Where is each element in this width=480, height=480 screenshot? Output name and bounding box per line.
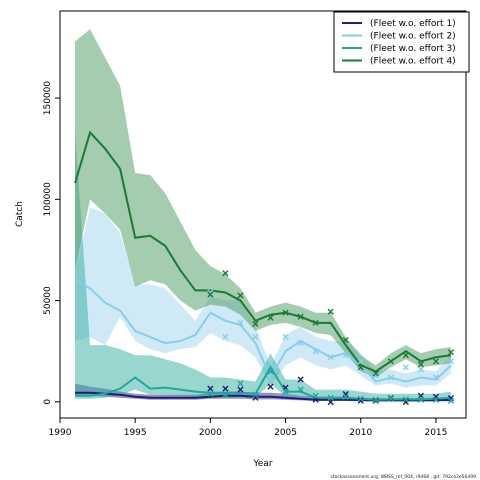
observed-point <box>207 385 214 392</box>
observed-point <box>312 319 319 326</box>
observed-point <box>327 308 334 315</box>
plot-frame <box>59 10 467 419</box>
observed-point <box>432 374 440 381</box>
x-tick-label: 2015 <box>424 428 447 438</box>
confidence-band-4 <box>75 29 451 378</box>
legend-label: (Fleet w.o. effort 3) <box>370 44 456 54</box>
y-tick-label: 50000 <box>43 286 53 315</box>
observed-point <box>432 396 440 403</box>
observed-point <box>357 358 364 365</box>
y-tick-label: 150000 <box>43 81 53 116</box>
observed-point <box>222 270 229 277</box>
observed-point <box>357 364 364 371</box>
footnote: stockassessment.org, WBSS_mf_004, r9468 … <box>331 474 477 480</box>
observed-point <box>447 358 455 365</box>
observed-point <box>222 385 229 392</box>
observed-point <box>297 386 304 393</box>
observed-point <box>372 396 379 403</box>
observed-point <box>402 364 409 371</box>
legend: (Fleet w.o. effort 1) (Fleet w.o. effort … <box>333 11 470 73</box>
observed-point <box>207 291 214 298</box>
y-axis: 0 50000 100000 150000 <box>43 81 60 405</box>
observed-point <box>417 366 424 373</box>
observed-point <box>222 333 229 341</box>
observed-point <box>282 309 289 316</box>
observed-point <box>342 393 349 400</box>
observed-point <box>432 358 440 365</box>
legend-label: (Fleet w.o. effort 2) <box>370 32 456 42</box>
observed-point <box>207 289 214 296</box>
observed-point <box>222 391 229 398</box>
observed-point <box>282 333 289 341</box>
observed-points <box>207 270 455 406</box>
observed-point <box>402 396 409 403</box>
observed-point <box>402 352 409 359</box>
x-tick-label: 2010 <box>349 428 372 438</box>
observed-point <box>372 372 379 379</box>
observed-point <box>387 374 394 381</box>
observed-point <box>252 333 259 341</box>
observed-point <box>297 313 304 320</box>
observed-point <box>252 320 259 327</box>
observed-point <box>327 394 334 401</box>
observed-point <box>312 392 319 399</box>
fit-line-2 <box>74 279 452 383</box>
observed-point <box>372 370 379 377</box>
observed-point <box>237 319 244 326</box>
observed-point <box>297 376 304 383</box>
observed-point <box>237 386 244 393</box>
legend-label: (Fleet w.o. effort 1) <box>370 19 456 29</box>
observed-point <box>252 391 259 398</box>
observed-point <box>297 339 304 347</box>
y-axis-title: Catch <box>15 201 25 227</box>
observed-point <box>207 390 214 397</box>
observed-point <box>267 314 274 321</box>
observed-point <box>357 397 364 404</box>
observed-point <box>342 352 349 359</box>
x-tick-label: 1995 <box>124 428 147 438</box>
y-tick-label: 0 <box>43 399 53 405</box>
observed-point <box>387 395 394 402</box>
observed-point <box>267 383 274 390</box>
x-tick-label: 2000 <box>199 428 222 438</box>
x-axis-title: Year <box>252 459 272 469</box>
observed-point <box>417 361 424 368</box>
observed-point <box>282 388 289 395</box>
x-tick-label: 1990 <box>49 428 72 438</box>
observed-point <box>447 397 455 404</box>
observed-point <box>342 336 349 344</box>
observed-point <box>372 397 379 404</box>
y-tick-label: 100000 <box>43 182 53 217</box>
observed-point <box>357 395 364 402</box>
observed-point <box>312 348 319 355</box>
observed-point <box>387 358 394 365</box>
observed-point <box>237 292 244 299</box>
observed-point <box>327 354 334 361</box>
observed-point <box>267 374 274 381</box>
x-tick-label: 2005 <box>274 428 297 438</box>
observed-point <box>417 396 424 403</box>
fit-line-3 <box>75 365 452 401</box>
observed-point <box>237 380 244 387</box>
confidence-bands <box>75 29 451 402</box>
observed-point <box>447 349 455 356</box>
x-axis: 1990 1995 2000 2005 2010 2015 <box>49 418 447 438</box>
confidence-band-3 <box>75 132 451 401</box>
observed-point <box>267 368 274 375</box>
legend-label: (Fleet w.o. effort 4) <box>370 57 456 67</box>
